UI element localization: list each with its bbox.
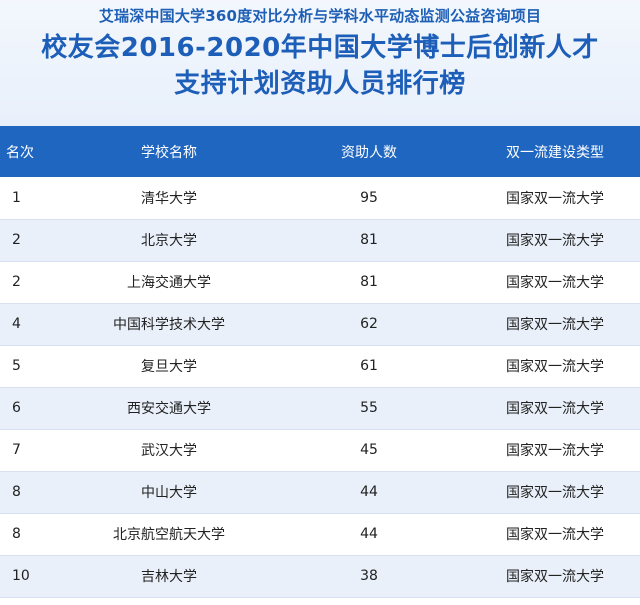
count-cell: 44 [274,471,464,514]
table-body: 1 清华大学 95 国家双一流大学 2 北京大学 81 国家双一流大学 2 上海… [0,177,640,598]
type-cell: 国家双一流大学 [464,387,640,430]
count-cell: 61 [274,345,464,388]
school-name-cell: 北京大学 [64,219,274,262]
rank-cell: 6 [0,387,64,430]
column-header-type: 双一流建设类型 [506,144,604,161]
rank-cell: 4 [0,303,64,346]
school-name-cell: 武汉大学 [64,429,274,472]
table-row: 6 西安交通大学 55 国家双一流大学 [0,387,640,430]
count-cell: 44 [274,513,464,556]
rank-cell: 8 [0,471,64,514]
school-name-cell: 复旦大学 [64,345,274,388]
type-cell: 国家双一流大学 [464,177,640,220]
table-row: 10 吉林大学 38 国家双一流大学 [0,555,640,598]
rank-cell: 5 [0,345,64,388]
type-cell: 国家双一流大学 [464,303,640,346]
table-row: 1 清华大学 95 国家双一流大学 [0,177,640,220]
ranking-title-line-1: 校友会2016-2020年中国大学博士后创新人才 [41,33,599,63]
rank-cell: 8 [0,513,64,556]
ranking-title: 校友会2016-2020年中国大学博士后创新人才 支持计划资助人员排行榜 [0,30,640,102]
school-name-cell: 上海交通大学 [64,261,274,304]
school-name-cell: 西安交通大学 [64,387,274,430]
table-row: 2 北京大学 81 国家双一流大学 [0,219,640,262]
rank-cell: 2 [0,261,64,304]
ranking-table: 名次 学校名称 资助人数 双一流建设类型 1 清华大学 95 国家双一流大学 2… [0,126,640,598]
type-cell: 国家双一流大学 [464,261,640,304]
rank-cell: 1 [0,177,64,220]
table-header: 名次 学校名称 资助人数 双一流建设类型 [0,126,640,177]
column-header-count: 资助人数 [341,144,397,161]
count-cell: 62 [274,303,464,346]
table-row: 5 复旦大学 61 国家双一流大学 [0,345,640,388]
count-cell: 81 [274,219,464,262]
rank-cell: 7 [0,429,64,472]
school-name-cell: 中山大学 [64,471,274,514]
type-cell: 国家双一流大学 [464,429,640,472]
type-cell: 国家双一流大学 [464,513,640,556]
school-name-cell: 北京航空航天大学 [64,513,274,556]
table-row: 2 上海交通大学 81 国家双一流大学 [0,261,640,304]
rank-cell: 10 [0,555,64,598]
report-header: 艾瑞深中国大学360度对比分析与学科水平动态监测公益咨询项目 校友会2016-2… [0,0,640,126]
count-cell: 45 [274,429,464,472]
column-header-rank: 名次 [6,144,34,161]
type-cell: 国家双一流大学 [464,471,640,514]
school-name-cell: 中国科学技术大学 [64,303,274,346]
project-subtitle: 艾瑞深中国大学360度对比分析与学科水平动态监测公益咨询项目 [98,7,542,25]
table-header-row: 名次 学校名称 资助人数 双一流建设类型 [0,126,640,177]
rank-cell: 2 [0,219,64,262]
column-header-school: 学校名称 [141,144,197,161]
school-name-cell: 清华大学 [64,177,274,220]
table-row: 7 武汉大学 45 国家双一流大学 [0,429,640,472]
ranking-title-line-2: 支持计划资助人员排行榜 [174,69,466,99]
count-cell: 81 [274,261,464,304]
table-row: 8 北京航空航天大学 44 国家双一流大学 [0,513,640,556]
type-cell: 国家双一流大学 [464,219,640,262]
count-cell: 95 [274,177,464,220]
school-name-cell: 吉林大学 [64,555,274,598]
table-row: 8 中山大学 44 国家双一流大学 [0,471,640,514]
type-cell: 国家双一流大学 [464,345,640,388]
count-cell: 55 [274,387,464,430]
count-cell: 38 [274,555,464,598]
table-row: 4 中国科学技术大学 62 国家双一流大学 [0,303,640,346]
type-cell: 国家双一流大学 [464,555,640,598]
